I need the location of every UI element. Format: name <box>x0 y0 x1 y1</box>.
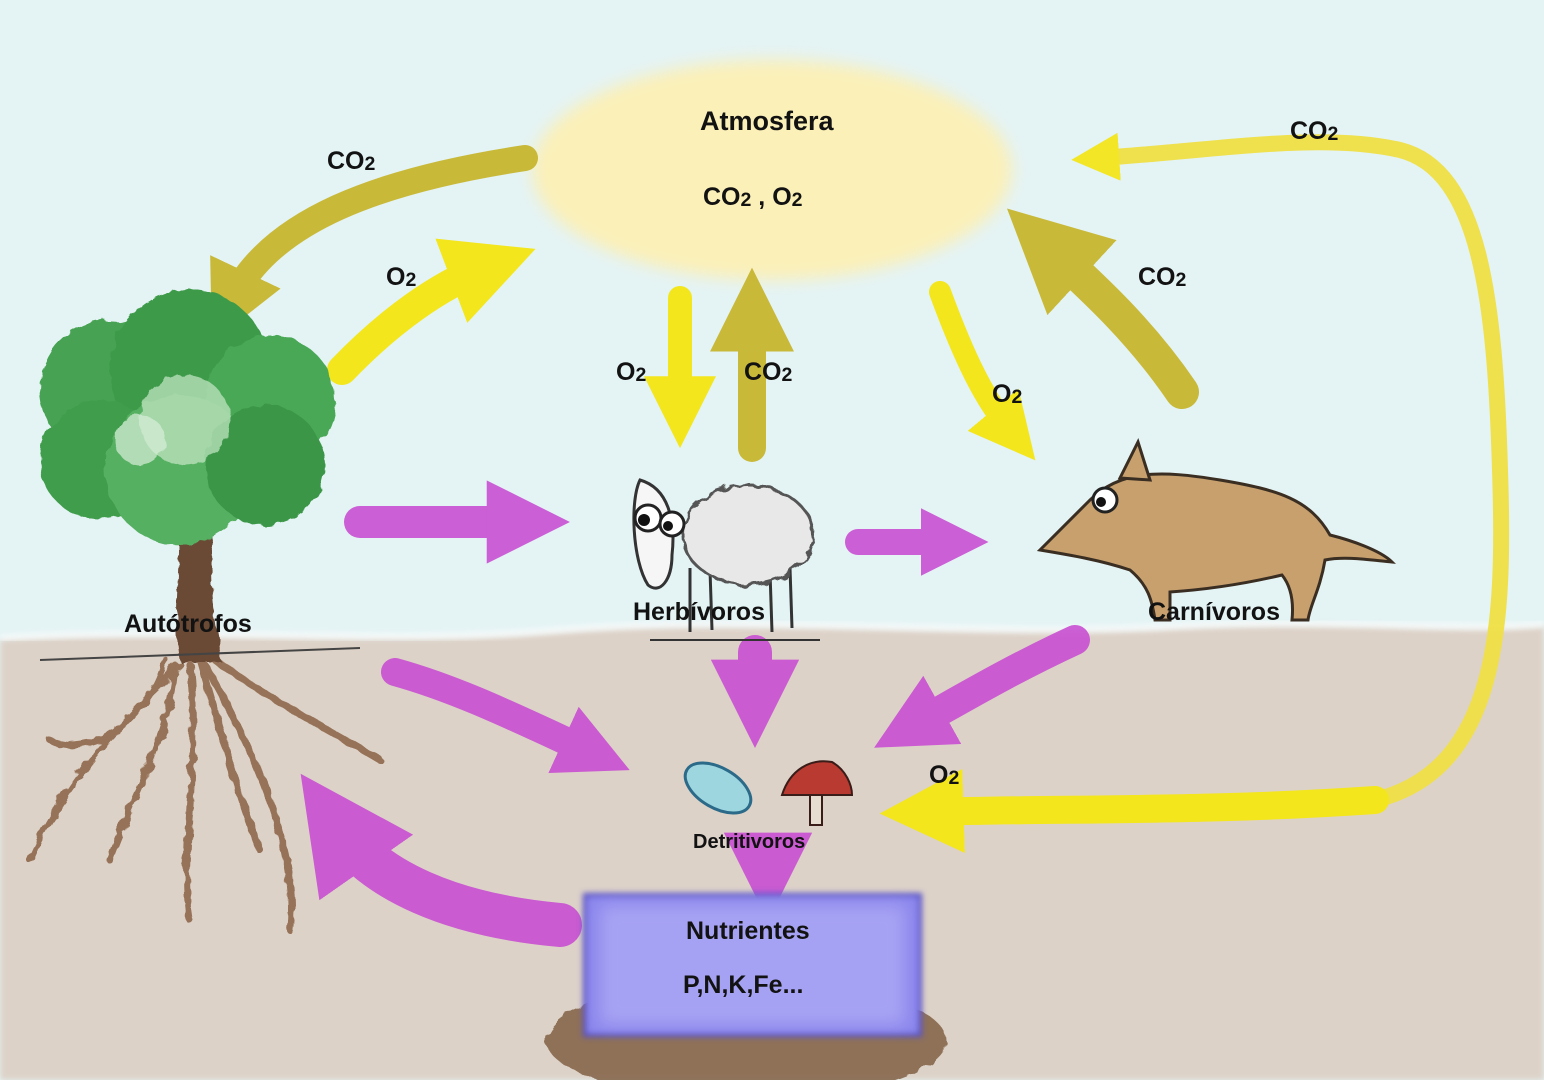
co2-arrow-atmosphere-to-autotrophs <box>210 145 538 343</box>
tree-ground-line <box>39 647 361 661</box>
ground-horizon-line <box>0 620 1544 641</box>
co2-label: CO2 <box>327 147 376 175</box>
nutrients-content: P,N,K,Fe... <box>683 971 804 999</box>
tree-foliage <box>40 290 335 545</box>
tree-roots <box>26 656 384 934</box>
o2-label: O2 <box>929 761 960 789</box>
detritivores-illustration <box>683 760 854 826</box>
nutrient-arrow-nutrients-to-autotrophs <box>300 773 582 947</box>
matter-arrow-carnivores-to-detritivores <box>874 625 1090 748</box>
sheep-pupil <box>638 514 650 526</box>
tree-illustration <box>26 290 384 934</box>
sheep-leg <box>788 567 794 629</box>
atmosphere-title: Atmosfera <box>700 106 834 136</box>
mushroom-icon <box>780 760 854 796</box>
autotrophs-label: Autótrofos <box>124 610 252 638</box>
co2-loop-arrow-to-atmosphere <box>1071 132 1510 808</box>
o2-label: O2 <box>992 380 1023 408</box>
atmosphere-content: CO2 , O2 <box>703 183 803 211</box>
tree-trunk <box>176 520 222 662</box>
o2-arrow-atmosphere-to-carnivores <box>929 281 1036 461</box>
fox-pupil <box>1096 497 1106 507</box>
co2-arrow-carnivores-to-atmosphere <box>1006 208 1199 409</box>
fox-body <box>1036 472 1396 622</box>
sheep-body <box>681 483 815 587</box>
sheep-pupil <box>663 521 673 531</box>
o2-arrow-autotrophs-to-atmosphere <box>327 238 536 385</box>
atmosphere-cloud <box>532 60 1012 280</box>
detritivores-label: Detritivoros <box>693 831 806 853</box>
bacterium-icon <box>683 761 753 815</box>
co2-label: CO2 <box>744 358 793 386</box>
carnivores-label: Carnívoros <box>1148 598 1280 626</box>
herbivores-label: Herbívoros <box>633 598 765 626</box>
o2-label: O2 <box>616 358 647 386</box>
fox-ear <box>1117 438 1153 482</box>
co2-label: CO2 <box>1138 263 1187 291</box>
fox-illustration <box>1036 438 1396 622</box>
co2-label: CO2 <box>1290 117 1339 145</box>
nutrients-box-highlight <box>600 905 905 1025</box>
o2-label: O2 <box>386 263 417 291</box>
nutrients-title: Nutrientes <box>686 917 810 945</box>
o2-arrow-to-detritivores <box>879 768 1389 853</box>
mushroom-stem <box>809 794 823 826</box>
sheep-leg <box>708 569 714 631</box>
matter-arrow-autotrophs-to-detritivores <box>381 658 630 773</box>
sheep-illustration <box>632 478 820 641</box>
